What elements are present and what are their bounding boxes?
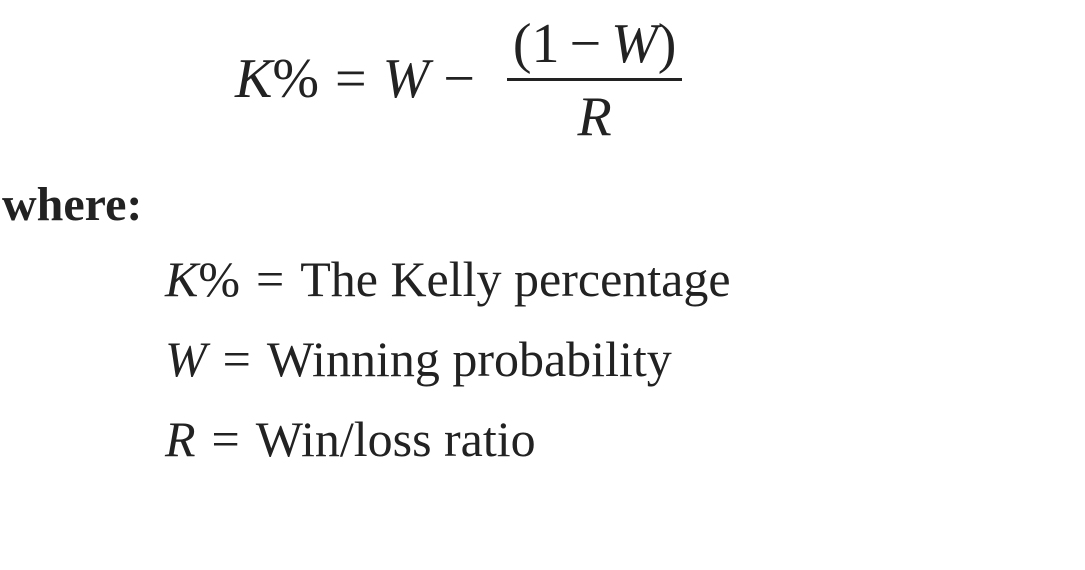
- def-var: K%: [165, 250, 240, 308]
- where-label: where:: [0, 147, 1085, 250]
- var-W-inner: W: [611, 13, 658, 75]
- def-desc: The Kelly percentage: [300, 250, 730, 308]
- def-var-W: W: [165, 331, 207, 387]
- def-equals: =: [223, 330, 251, 388]
- paren-open: (: [513, 13, 532, 75]
- equals-sign: =: [335, 47, 367, 111]
- minus-inner: −: [570, 13, 602, 75]
- def-var: W: [165, 330, 207, 388]
- fraction-denominator: R: [507, 78, 683, 149]
- def-equals: =: [212, 410, 240, 468]
- def-desc: Winning probability: [267, 330, 672, 388]
- paren-close: ): [658, 13, 677, 75]
- definition-row: R = Win/loss ratio: [165, 410, 1085, 468]
- definition-row: W = Winning probability: [165, 330, 1085, 388]
- var-W: W: [383, 47, 430, 111]
- def-equals: =: [256, 250, 284, 308]
- minus-sign: −: [443, 47, 475, 111]
- def-var-R: R: [165, 411, 196, 467]
- def-var-K: K: [165, 251, 198, 307]
- definitions-block: K% = The Kelly percentage W = Winning pr…: [0, 250, 1085, 468]
- definition-row: K% = The Kelly percentage: [165, 250, 1085, 308]
- formula-lhs: K% = W −: [235, 47, 489, 111]
- def-percent: %: [198, 251, 240, 307]
- fraction: (1−W) R: [507, 12, 683, 149]
- def-var: R: [165, 410, 196, 468]
- percent-sign: %: [272, 47, 319, 111]
- kelly-formula: K% = W − (1−W) R: [0, 0, 1085, 147]
- fraction-numerator: (1−W): [507, 12, 683, 78]
- var-K: K: [235, 47, 272, 111]
- def-desc: Win/loss ratio: [256, 410, 536, 468]
- one: 1: [532, 13, 560, 75]
